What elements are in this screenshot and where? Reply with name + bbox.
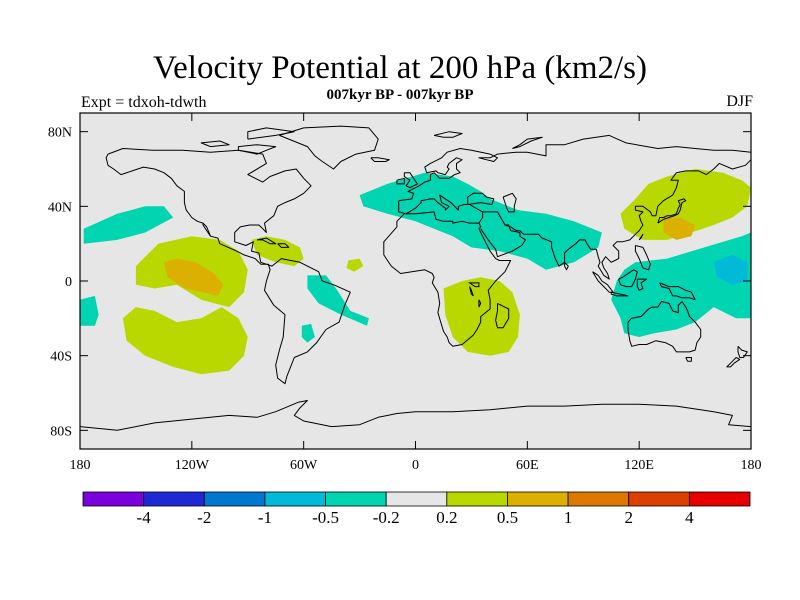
coastline-25 — [564, 261, 569, 271]
coastline-12 — [657, 198, 687, 224]
contour-region-12 — [620, 169, 751, 240]
lon-tick-label: 0 — [412, 458, 419, 473]
coastline-8 — [480, 211, 526, 258]
axis-ticks: 80N 40N 0 40S 80S 180 120W 60W 0 60E 120E 180 — [48, 113, 762, 473]
contour-region-15 — [713, 254, 748, 285]
colorbar-swatch-1 — [143, 491, 205, 507]
experiment-label: Expt = tdxoh-tdwth — [81, 94, 207, 111]
lat-tick-label: 80N — [48, 126, 72, 141]
colorbar-label: 4 — [685, 508, 694, 527]
lat-tick-label: 40N — [48, 200, 72, 215]
contour-region-9 — [251, 236, 304, 267]
colorbar-label: -0.2 — [373, 508, 400, 527]
colorbar-label: -0.5 — [312, 508, 339, 527]
contour-region-8 — [122, 307, 248, 375]
colorbar-swatch-6 — [446, 491, 508, 507]
coastline-2 — [279, 125, 379, 170]
contour-region-2 — [307, 275, 369, 326]
coastline-1 — [202, 223, 211, 237]
coastline-7 — [398, 134, 751, 202]
coastline-4 — [403, 172, 418, 189]
contour-region-0 — [83, 206, 174, 244]
colorbar-swatch-10 — [688, 491, 751, 507]
chart-title: Velocity Potential at 200 hPa (km2/s) — [152, 50, 648, 86]
coastline-17 — [618, 269, 638, 288]
coastline-29 — [200, 140, 230, 148]
coastline-layer — [80, 125, 751, 431]
season-label: DJF — [726, 93, 753, 110]
lon-tick-label: 60W — [290, 458, 318, 473]
coastline-6 — [383, 194, 512, 347]
chart-subtitle: 007kyr BP - 007kyr BP — [326, 87, 474, 103]
lon-tick-label: 120W — [175, 458, 210, 473]
contour-region-3 — [301, 323, 315, 343]
colorbar-swatch-9 — [628, 491, 690, 507]
coastline-19 — [659, 282, 696, 301]
coastline-33 — [512, 136, 543, 149]
contour-region-10 — [346, 258, 364, 272]
coastline-22 — [737, 345, 748, 358]
colorbar-label: 2 — [624, 508, 633, 527]
lake-outline-2 — [478, 299, 482, 308]
coastline-18 — [636, 278, 648, 291]
colorbar-label: -4 — [137, 508, 152, 527]
lat-tick-label: 0 — [65, 275, 72, 290]
colorbar-swatch-5 — [385, 491, 448, 507]
coastline-23 — [726, 357, 741, 368]
colorbar-swatch-4 — [325, 491, 387, 507]
coastline-13 — [638, 233, 644, 241]
colorbar-swatch-8 — [567, 491, 630, 507]
colorbar-label: -2 — [197, 508, 211, 527]
contour-region-14 — [663, 217, 696, 240]
contour-region-11 — [443, 277, 520, 356]
colorbar-label: 0.5 — [497, 508, 518, 527]
contour-region-13 — [163, 258, 224, 296]
colorbar: -4 -2 -1 -0.5 -0.2 0.2 0.5 1 2 4 — [82, 491, 751, 527]
colorbar-swatch-0 — [82, 491, 145, 507]
lon-tick-label: 180 — [741, 458, 762, 473]
colorbar-label: -1 — [258, 508, 272, 527]
coastline-27 — [277, 243, 290, 248]
coastline-10 — [467, 192, 495, 205]
coastline-9 — [504, 159, 751, 280]
colorbar-swatch-2 — [203, 491, 266, 507]
lat-tick-label: 80S — [50, 424, 72, 439]
lon-tick-label: 180 — [70, 458, 91, 473]
lake-outline-1 — [469, 286, 474, 297]
lat-tick-label: 40S — [50, 350, 72, 365]
coastline-24 — [495, 302, 510, 329]
coastline-20 — [627, 301, 702, 353]
coastline-28 — [237, 144, 277, 155]
coastline-32 — [433, 131, 463, 138]
coastline-16 — [610, 291, 629, 297]
coastline-3 — [370, 157, 390, 162]
contour-region-1 — [80, 295, 99, 326]
coastline-14 — [634, 245, 651, 271]
lon-tick-label: 60E — [516, 458, 539, 473]
lake-outline-0 — [467, 282, 480, 288]
colorbar-swatch-3 — [264, 491, 326, 507]
colorbar-label: 1 — [564, 508, 573, 527]
contour-region-4 — [359, 172, 602, 270]
lon-tick-label: 120E — [624, 458, 654, 473]
coastline-30 — [247, 127, 295, 140]
colorbar-label: 0.2 — [436, 508, 457, 527]
coastline-11 — [502, 192, 517, 213]
coastline-26 — [257, 237, 277, 245]
coastline-31 — [80, 400, 751, 431]
coastline-21 — [685, 357, 692, 362]
coastline-0 — [105, 148, 351, 385]
coastline-5 — [396, 177, 405, 185]
colorbar-swatch-7 — [507, 491, 569, 507]
